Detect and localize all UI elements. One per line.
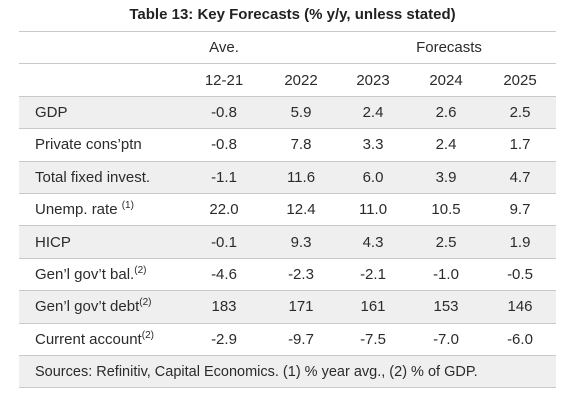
table-cell: 12.4: [286, 201, 316, 219]
table-row: Gen’l gov’t debt (2) 183 171 161 153 146: [19, 291, 556, 324]
table-row: HICP -0.1 9.3 4.3 2.5 1.9: [19, 226, 556, 259]
row-label: GDP: [35, 103, 68, 121]
table-cell: -1.1: [211, 168, 237, 186]
row-label: Private cons’ptn: [35, 136, 142, 154]
table-cell: 11.6: [286, 168, 316, 186]
table-cell: 4.3: [362, 233, 384, 251]
table-cell: 1.9: [509, 233, 531, 251]
source-row: Sources: Refinitiv, Capital Economics. (…: [19, 355, 556, 389]
column-header: 2025: [503, 71, 537, 89]
table-cell: 183: [211, 298, 237, 316]
table-cell: 2.5: [435, 233, 457, 251]
table-cell: -7.0: [433, 330, 459, 348]
row-label: Current account (2): [35, 329, 154, 348]
header-columns-row: 12-21 2022 2023 2024 2025: [19, 64, 556, 97]
row-label: Gen’l gov’t bal. (2): [35, 264, 147, 283]
column-header: 2023: [356, 71, 390, 89]
table-cell: 2.6: [435, 103, 457, 121]
table-title: Table 13: Key Forecasts (% y/y, unless s…: [129, 6, 456, 23]
table-cell: 3.3: [362, 136, 384, 154]
table-cell: 2.4: [435, 136, 457, 154]
row-label: Gen’l gov’t debt (2): [35, 297, 152, 316]
table-cell: 9.7: [509, 201, 531, 219]
table-cell: 10.5: [431, 201, 461, 219]
table-cell: -1.0: [433, 265, 459, 283]
column-header: 2022: [284, 71, 318, 89]
table-row: Unemp. rate (1) 22.0 12.4 11.0 10.5 9.7: [19, 194, 556, 227]
row-label: Total fixed invest.: [35, 168, 151, 186]
table-cell: 1.7: [509, 136, 531, 154]
footnote-marker: (2): [134, 264, 147, 276]
row-label: Unemp. rate (1): [35, 200, 134, 219]
footnote-marker: (1): [121, 200, 134, 212]
table-row: Gen’l gov’t bal. (2) -4.6 -2.3 -2.1 -1.0 …: [19, 259, 556, 292]
row-label: HICP: [35, 233, 71, 251]
table-cell: -6.0: [507, 330, 533, 348]
table-cell: -2.3: [288, 265, 314, 283]
footnote-marker: (2): [141, 329, 154, 341]
table-cell: -7.5: [360, 330, 386, 348]
table-cell: 171: [288, 298, 314, 316]
table-cell: -0.8: [211, 136, 237, 154]
footnote-marker: (2): [139, 297, 152, 309]
table-cell: 11.0: [358, 201, 388, 219]
forecast-table: Ave. Forecasts 12-21 2022 2023 2024 2025…: [19, 31, 556, 389]
table-row: GDP -0.8 5.9 2.4 2.6 2.5: [19, 96, 556, 130]
table-cell: 153: [433, 298, 459, 316]
table-cell: -0.1: [211, 233, 237, 251]
table-cell: 2.5: [509, 103, 531, 121]
table-cell: -0.8: [211, 103, 237, 121]
table-row: Current account (2) -2.9 -9.7 -7.5 -7.0 -…: [19, 324, 556, 356]
table-cell: 9.3: [290, 233, 312, 251]
table-cell: 6.0: [362, 168, 384, 186]
table-cell: -9.7: [288, 330, 314, 348]
table-cell: 146: [507, 298, 533, 316]
table-cell: -2.1: [360, 265, 386, 283]
table-cell: 5.9: [290, 103, 312, 121]
table-row: Total fixed invest. -1.1 11.6 6.0 3.9 4.…: [19, 161, 556, 194]
source-note: Sources: Refinitiv, Capital Economics. (…: [35, 363, 478, 380]
table-cell: 3.9: [435, 168, 457, 186]
table-cell: 4.7: [509, 168, 531, 186]
table-row: Private cons’ptn -0.8 7.8 3.3 2.4 1.7: [19, 129, 556, 162]
column-header: 12-21: [204, 71, 244, 89]
table-cell: -0.5: [507, 265, 533, 283]
table-cell: -4.6: [211, 265, 237, 283]
table-cell: 22.0: [209, 201, 239, 219]
header-group-row: Ave. Forecasts: [19, 31, 556, 65]
table-cell: -2.9: [211, 330, 237, 348]
table-cell: 7.8: [290, 136, 312, 154]
header-forecasts: Forecasts: [416, 39, 482, 57]
header-ave: Ave.: [209, 39, 239, 57]
table-cell: 161: [360, 298, 386, 316]
table-cell: 2.4: [362, 103, 384, 121]
column-header: 2024: [429, 71, 463, 89]
